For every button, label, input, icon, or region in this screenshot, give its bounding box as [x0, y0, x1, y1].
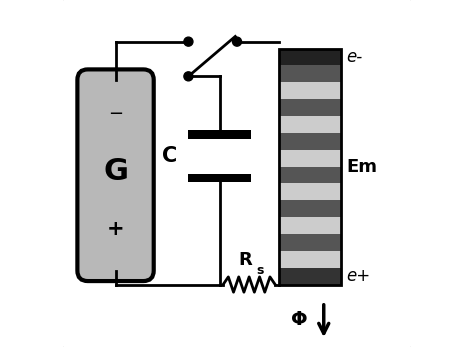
Bar: [279, 66, 341, 82]
Text: Em: Em: [346, 158, 377, 176]
Bar: [279, 217, 341, 234]
Bar: [279, 82, 341, 99]
Circle shape: [184, 72, 193, 81]
Bar: [279, 251, 341, 268]
Text: e+: e+: [346, 267, 370, 285]
Text: +: +: [107, 219, 124, 239]
Bar: [279, 234, 341, 251]
FancyBboxPatch shape: [77, 69, 154, 281]
Text: C: C: [162, 146, 177, 166]
FancyBboxPatch shape: [60, 0, 414, 347]
Text: Φ: Φ: [291, 310, 308, 329]
Bar: [279, 200, 341, 217]
Bar: [279, 150, 341, 167]
Text: −: −: [108, 105, 123, 123]
Bar: [279, 184, 341, 200]
Bar: [189, 174, 251, 182]
Bar: [279, 49, 341, 285]
Bar: [279, 167, 341, 184]
Bar: [279, 49, 341, 66]
Text: s: s: [256, 264, 264, 277]
Circle shape: [232, 37, 242, 46]
Text: G: G: [103, 157, 128, 186]
Bar: [279, 116, 341, 133]
Text: e-: e-: [346, 48, 363, 66]
Text: R: R: [239, 251, 253, 269]
Bar: [279, 268, 341, 285]
Bar: [279, 133, 341, 150]
Bar: [279, 99, 341, 116]
Circle shape: [184, 37, 193, 46]
Bar: [189, 130, 251, 139]
